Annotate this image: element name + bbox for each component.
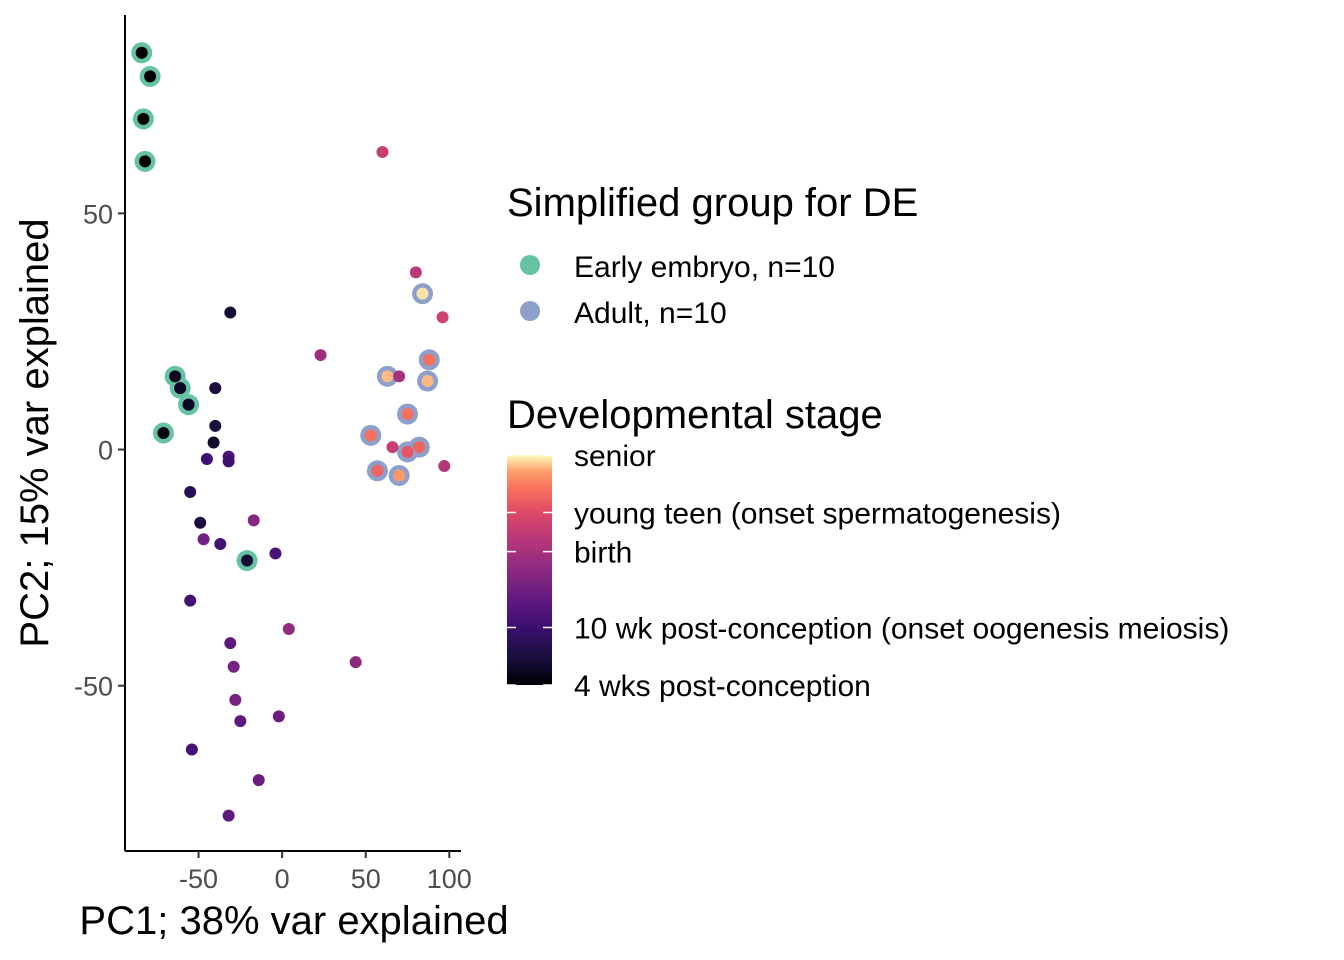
- x-tick-label: 100: [427, 864, 472, 894]
- stage-point: [413, 441, 426, 454]
- x-tick-label: -50: [179, 864, 218, 894]
- stage-point: [209, 419, 222, 432]
- stage-point: [401, 408, 414, 421]
- stage-point: [200, 452, 213, 465]
- stage-point: [139, 155, 152, 168]
- stage-point: [409, 266, 422, 279]
- y-axis-title: PC2; 15% var explained: [13, 218, 57, 647]
- stage-point: [282, 623, 295, 636]
- stage-point: [393, 370, 406, 383]
- stage-point: [184, 486, 197, 499]
- stage-point: [252, 774, 265, 787]
- y-tick-label: -50: [74, 672, 113, 702]
- stage-point: [209, 382, 222, 395]
- stage-point: [135, 46, 148, 59]
- legend-group: Simplified group for DE Early embryo, n=…: [507, 181, 918, 330]
- stage-point: [222, 809, 235, 822]
- stage-point: [224, 637, 237, 650]
- legend-stage-title: Developmental stage: [507, 393, 883, 437]
- stage-point: [182, 398, 195, 411]
- stage-point: [393, 469, 406, 482]
- stage-point: [224, 306, 237, 319]
- stage-point: [349, 656, 362, 669]
- stage-point: [436, 311, 449, 324]
- x-tick-label: 50: [351, 864, 381, 894]
- x-axis-title: PC1; 38% var explained: [79, 899, 508, 943]
- stage-point: [227, 660, 240, 673]
- stage-point: [364, 429, 377, 442]
- stage-point: [401, 445, 414, 458]
- stage-point: [185, 743, 198, 756]
- stage-point: [416, 287, 429, 300]
- legend-adult-swatch: [520, 301, 540, 321]
- legend-adult-label: Adult, n=10: [574, 297, 727, 330]
- colorbar-label: birth: [574, 537, 632, 570]
- stage-point: [184, 594, 197, 607]
- stage-point: [157, 427, 170, 439]
- stage-point: [214, 537, 227, 550]
- colorbar: [507, 455, 552, 685]
- stage-point: [194, 516, 207, 529]
- stage-point: [438, 460, 451, 473]
- stage-point: [314, 349, 327, 362]
- stage-point: [272, 710, 285, 723]
- colorbar-label: 10 wk post-conception (onset oogenesis m…: [574, 613, 1229, 646]
- stage-point: [144, 70, 157, 83]
- legend-early-embryo-label: Early embryo, n=10: [574, 251, 835, 284]
- stage-point: [174, 382, 187, 395]
- stage-point: [381, 370, 394, 383]
- colorbar-label: young teen (onset spermatogenesis): [574, 498, 1061, 531]
- stage-point: [137, 112, 150, 125]
- colorbar-label: senior: [574, 440, 656, 473]
- stage-point: [421, 375, 434, 388]
- y-tick-label: 0: [98, 436, 113, 466]
- y-tick-label: 50: [83, 199, 113, 229]
- points-layer: [131, 42, 451, 822]
- stage-point: [247, 514, 260, 527]
- colorbar-label: 4 wks post-conception: [574, 670, 871, 703]
- stage-point: [376, 145, 389, 158]
- stage-point: [386, 441, 399, 454]
- legend-early-embryo-swatch: [520, 255, 540, 275]
- stage-point: [371, 464, 384, 477]
- stage-point: [207, 436, 220, 449]
- stage-point: [169, 370, 182, 383]
- stage-point: [234, 715, 247, 728]
- stage-point: [222, 455, 235, 468]
- legend-group-title: Simplified group for DE: [507, 181, 918, 225]
- stage-point: [423, 353, 436, 366]
- x-tick-label: 0: [275, 864, 290, 894]
- stage-point: [197, 533, 210, 546]
- stage-point: [241, 554, 254, 567]
- legend-stage: Developmental stage senior young teen (on…: [507, 393, 1229, 703]
- stage-point: [269, 547, 282, 560]
- stage-point: [229, 693, 242, 706]
